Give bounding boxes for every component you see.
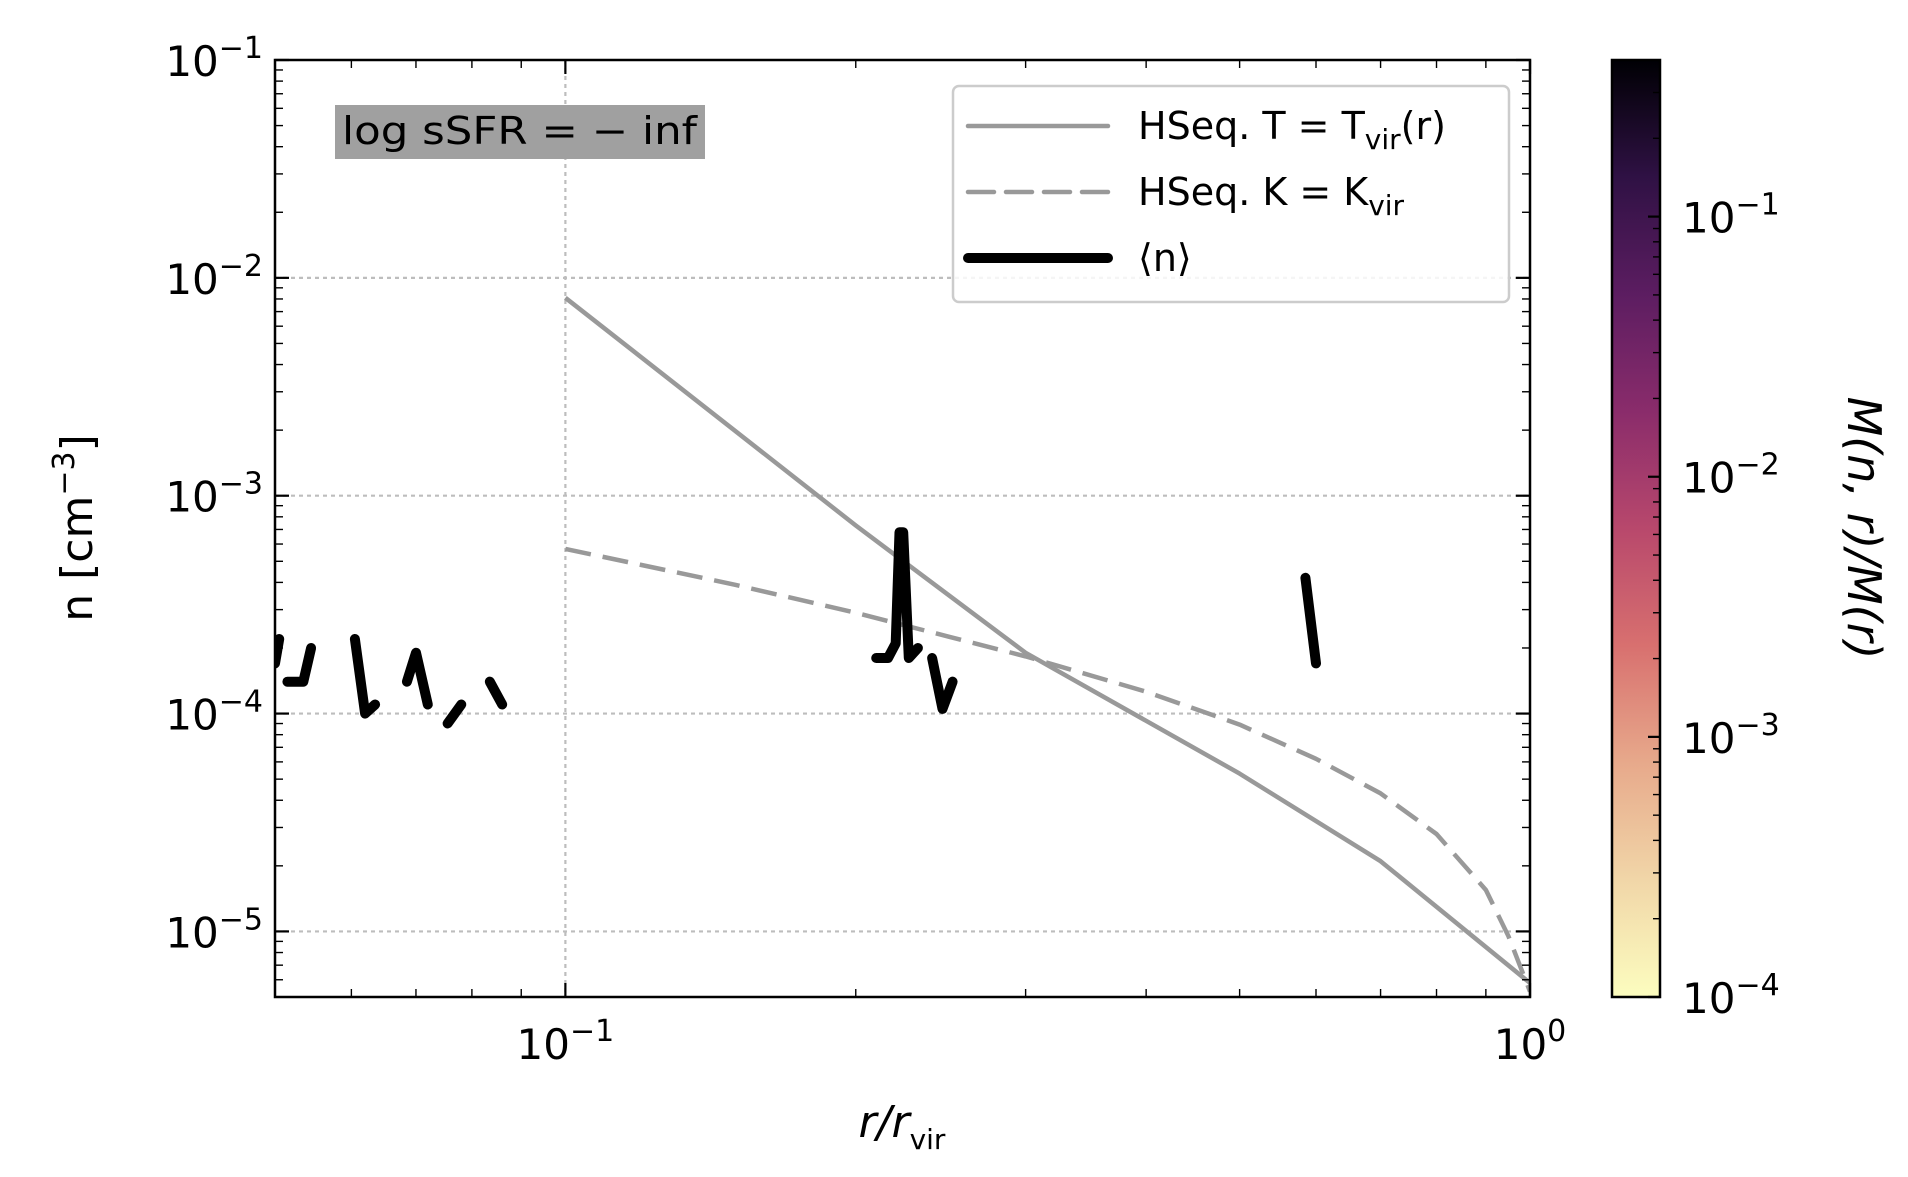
- y-tick-label: 10−1: [165, 31, 263, 86]
- annotation-box: log sSFR = − inf: [335, 105, 705, 159]
- series-mean-n: [275, 527, 1321, 729]
- colorbar-tick-label: 10−2: [1682, 448, 1780, 503]
- legend-label-2: ⟨n⟩: [1138, 236, 1192, 280]
- series-hseq-t-tvir: [564, 296, 1530, 985]
- colorbar: 10−4 10−3 10−2 10−1 M(n, r)/M(r): [1610, 58, 1891, 1023]
- colorbar-gradient: [1612, 60, 1660, 997]
- mean-n-segment: [484, 676, 508, 710]
- colorbar-ticks: 10−4 10−3 10−2 10−1: [1648, 91, 1780, 1023]
- colorbar-label: M(n, r)/M(r): [1837, 397, 1891, 660]
- y-tick-label: 10−2: [165, 249, 263, 304]
- mean-n-segment: [349, 634, 381, 719]
- mean-n-segment: [927, 653, 958, 714]
- colorbar-tick-label: 10−1: [1682, 188, 1780, 243]
- mean-n-segment: [1300, 572, 1321, 669]
- x-tick-label: 10−1: [517, 1014, 615, 1069]
- annotation-text: log sSFR = − inf: [342, 109, 699, 153]
- colorbar-tick-label: 10−4: [1682, 968, 1780, 1023]
- colorbar-frame: [1610, 58, 1662, 999]
- mean-n-segment: [871, 527, 923, 663]
- x-tick-labels: 10−1 100: [517, 1014, 1567, 1069]
- mean-n-segment: [282, 643, 317, 687]
- mean-n-segment: [401, 647, 433, 710]
- colorbar-tick-label: 10−3: [1682, 708, 1780, 763]
- grid-lines: [275, 60, 1530, 997]
- legend-frame: [951, 84, 1511, 304]
- series-hseq-k-kvir: [564, 546, 1530, 993]
- x-axis-label: r/rvir: [859, 1097, 946, 1156]
- legend-label-1: HSeq. K = Kvir: [1138, 170, 1405, 222]
- y-tick-label: 10−4: [165, 685, 263, 740]
- plot-frame: [273, 58, 1532, 999]
- y-tick-labels: 10−5 10−4 10−3 10−2 10−1: [165, 31, 263, 957]
- x-tick-label: 100: [1494, 1014, 1567, 1069]
- series-layer: [275, 296, 1530, 993]
- y-tick-label: 10−3: [165, 467, 263, 522]
- legend-label-0: HSeq. T = Tvir(r): [1138, 104, 1446, 156]
- y-tick-label: 10−5: [165, 902, 263, 957]
- legend: HSeq. T = Tvir(r) HSeq. K = Kvir ⟨n⟩: [951, 84, 1511, 304]
- annotation-background: [335, 105, 705, 159]
- mean-n-segment: [442, 699, 467, 729]
- axis-ticks: [274, 58, 1532, 997]
- y-axis-label: n [cm−3]: [47, 434, 103, 622]
